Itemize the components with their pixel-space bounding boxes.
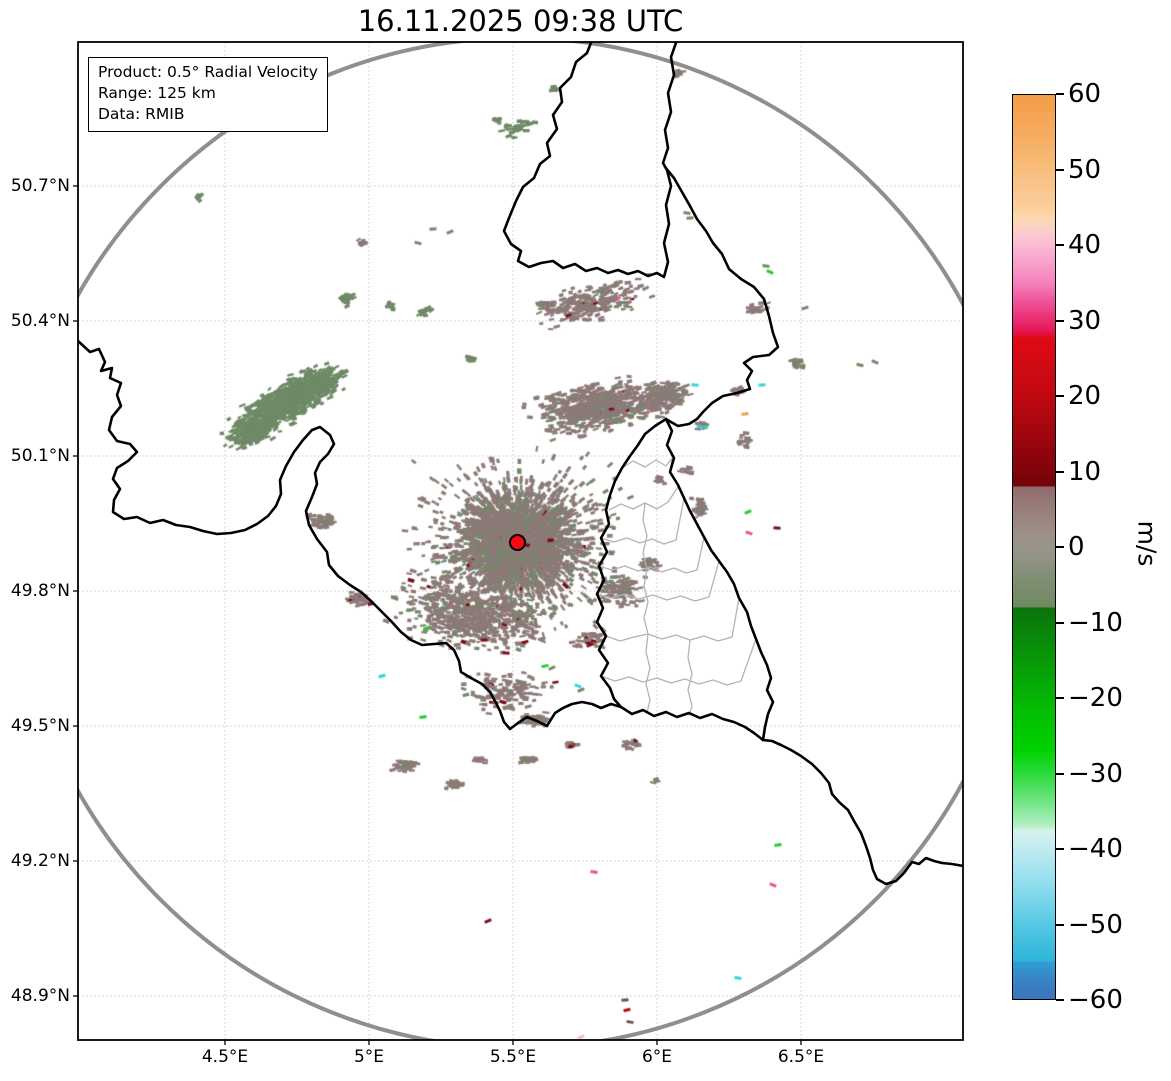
colorbar-tick	[1056, 697, 1064, 699]
colorbar-tick-label: −40	[1068, 834, 1123, 864]
admin-boundary	[598, 536, 705, 574]
colorbar-tick	[1056, 470, 1064, 473]
admin-boundary	[643, 568, 649, 635]
colorbar-tick	[1056, 848, 1064, 850]
colorbar-tick	[1056, 546, 1064, 548]
radar-site-marker	[509, 534, 526, 551]
lat-tick-label: 50.7°N	[10, 176, 70, 196]
lat-tick-label: 49.5°N	[10, 716, 70, 736]
lat-tick-label: 48.9°N	[10, 986, 70, 1006]
country-border	[502, 42, 678, 279]
colorbar-tick-label: 10	[1068, 456, 1102, 487]
admin-boundary	[608, 486, 679, 511]
colorbar-tick-label: 50	[1068, 154, 1102, 185]
country-border	[619, 705, 765, 742]
admin-boundary	[687, 639, 693, 717]
admin-boundary	[596, 560, 720, 602]
lat-tick-label: 50.1°N	[10, 446, 70, 466]
lon-tick-label: 6.5°E	[777, 1047, 825, 1067]
colorbar-tick-label: 20	[1068, 381, 1102, 411]
lat-tick-label: 49.8°N	[10, 581, 70, 601]
range-info-line: Range: 125 km	[98, 84, 216, 102]
colorbar-tick	[1056, 168, 1064, 171]
colorbar-tick	[1056, 244, 1064, 246]
country-border	[664, 417, 775, 742]
colorbar-tick-label: 0	[1068, 532, 1085, 562]
lat-tick-label: 49.2°N	[10, 851, 70, 871]
colorbar-tick-label: −60	[1068, 985, 1123, 1015]
colorbar-tick	[1056, 93, 1064, 95]
admin-boundary	[600, 638, 757, 686]
colorbar-tick-label: −10	[1068, 607, 1123, 638]
colorbar-tick	[1056, 319, 1064, 322]
plot-frame	[77, 41, 964, 1041]
product-info-line: Product: 0.5° Radial Velocity	[98, 63, 318, 81]
country-border	[78, 339, 623, 731]
colorbar-tick	[1056, 395, 1064, 397]
colorbar-tick-label: −20	[1068, 683, 1123, 713]
data-source-line: Data: RMIB	[98, 105, 185, 123]
country-border	[595, 417, 668, 709]
product-info-box: Product: 0.5° Radial Velocity Range: 125…	[88, 57, 328, 132]
colorbar-unit-label: m/s	[1132, 520, 1162, 567]
colorbar	[1012, 94, 1056, 1000]
admin-boundary	[645, 633, 651, 714]
lon-tick-label: 5°E	[353, 1047, 385, 1067]
colorbar-tick	[1056, 999, 1064, 1001]
colorbar-tick-label: 30	[1068, 305, 1102, 336]
lon-tick-label: 4.5°E	[201, 1047, 249, 1067]
colorbar-tick-label: 40	[1068, 230, 1102, 260]
lon-tick-label: 5.5°E	[489, 1047, 537, 1067]
lat-tick-label: 50.4°N	[10, 311, 70, 331]
colorbar-tick	[1056, 772, 1064, 775]
country-border	[663, 165, 780, 428]
admin-boundary	[605, 597, 740, 642]
admin-boundary	[642, 502, 648, 570]
lon-tick-label: 6°E	[641, 1047, 673, 1067]
colorbar-tick-label: −30	[1068, 758, 1123, 789]
colorbar-tick-label: −50	[1068, 909, 1123, 940]
colorbar-tick	[1056, 923, 1064, 926]
admin-boundary	[621, 457, 673, 473]
colorbar-tick	[1056, 621, 1064, 624]
country-border	[761, 738, 963, 886]
colorbar-tick-label: 60	[1068, 79, 1102, 109]
